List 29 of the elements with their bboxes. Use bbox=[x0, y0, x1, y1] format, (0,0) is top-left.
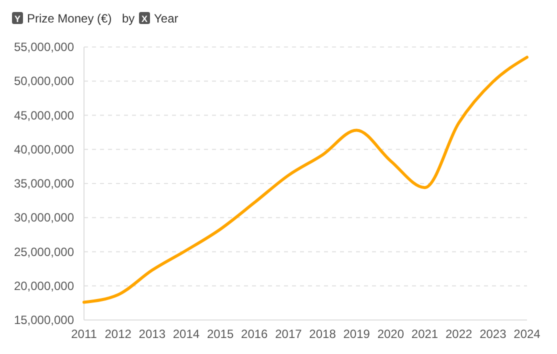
x-axis-title: Year bbox=[154, 12, 178, 26]
text: by bbox=[122, 12, 135, 26]
axis-badge: X bbox=[139, 12, 150, 24]
x-tick-label: 2021 bbox=[411, 327, 438, 341]
x-tick-label: 2020 bbox=[377, 327, 404, 341]
x-tick-label: 2022 bbox=[445, 327, 473, 341]
x-tick-label: 2018 bbox=[309, 327, 336, 341]
y-tick-label: 45,000,000 bbox=[14, 108, 74, 122]
y-axis-title: Prize Money (€) bbox=[27, 12, 112, 26]
x-tick-label: 2019 bbox=[343, 327, 370, 341]
y-tick-label: 25,000,000 bbox=[14, 244, 74, 259]
x-tick-label: 2016 bbox=[241, 327, 268, 341]
x-tick-label: 2015 bbox=[206, 327, 234, 341]
x-tick-label: 2017 bbox=[275, 327, 302, 341]
y-tick-label: 15,000,000 bbox=[14, 313, 74, 327]
y-tick-label: 40,000,000 bbox=[14, 142, 74, 156]
y-tick-label: 20,000,000 bbox=[14, 278, 74, 293]
x-tick-label: 2012 bbox=[104, 327, 132, 341]
x-tick-label: 2024 bbox=[514, 327, 541, 341]
y-tick-label: 50,000,000 bbox=[14, 74, 74, 88]
y-tick-label: 30,000,000 bbox=[14, 210, 74, 225]
x-tick-label: 2023 bbox=[480, 327, 507, 341]
x-tick-label: 2014 bbox=[172, 327, 200, 341]
y-tick-label: 55,000,000 bbox=[14, 40, 74, 54]
x-tick-label: 2013 bbox=[138, 327, 166, 341]
axis-badge: Y bbox=[12, 12, 23, 24]
line-series bbox=[82, 56, 528, 304]
y-tick-label: 35,000,000 bbox=[14, 176, 74, 190]
x-tick-label: 2011 bbox=[71, 327, 98, 341]
